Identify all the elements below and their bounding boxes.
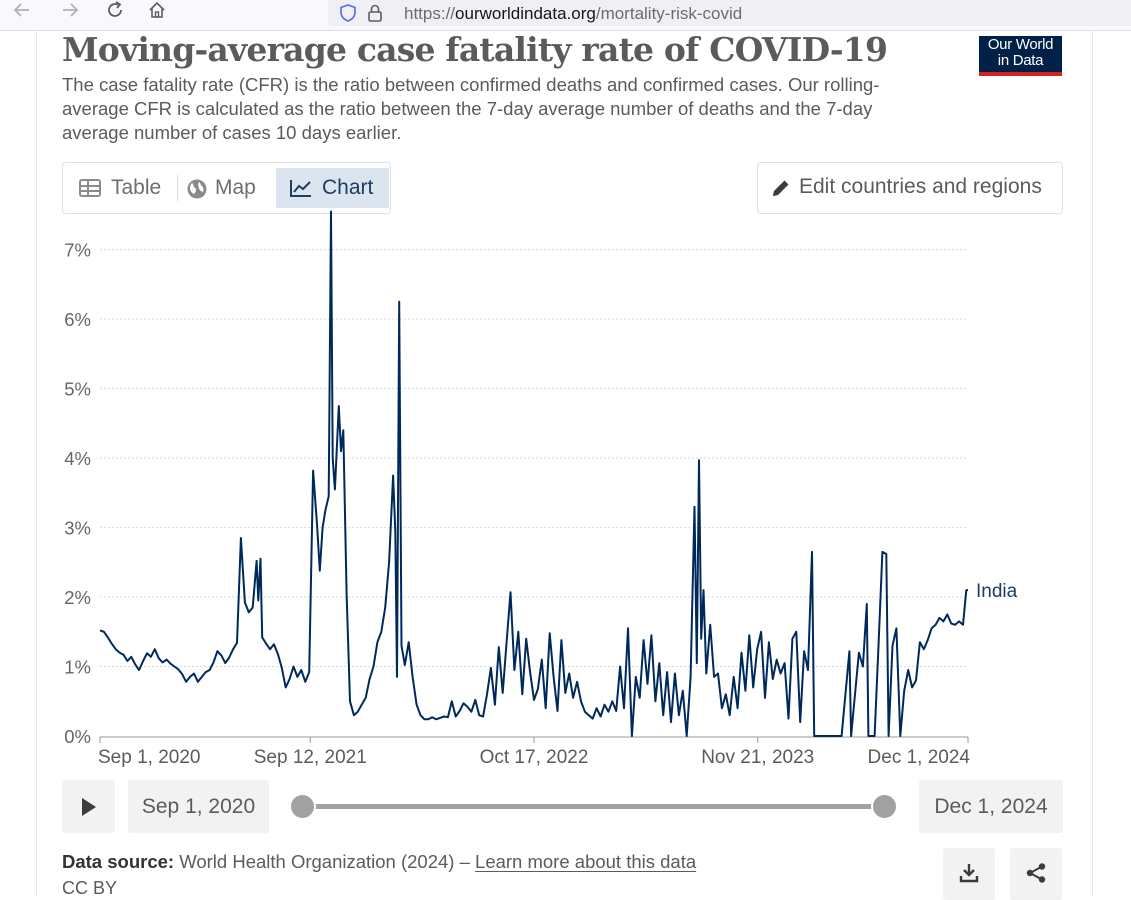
- home-icon[interactable]: [143, 0, 171, 26]
- y-tick-label: 0%: [64, 726, 91, 747]
- share-icon: [1026, 863, 1046, 883]
- table-icon: [79, 179, 101, 197]
- forward-arrow-icon[interactable]: [56, 0, 84, 26]
- view-tabs: Table Map Chart: [62, 162, 391, 214]
- card-border-right: [1092, 30, 1093, 896]
- download-button[interactable]: [943, 848, 995, 900]
- tab-table[interactable]: Table: [71, 168, 179, 208]
- browser-toolbar: https://ourworldindata.org/mortality-ris…: [0, 0, 1131, 31]
- chart-subtitle: The case fatality rate (CFR) is the rati…: [62, 74, 880, 143]
- tab-map[interactable]: Map: [181, 168, 273, 208]
- series-label-india: India: [976, 581, 1018, 602]
- lock-icon[interactable]: [366, 3, 384, 23]
- x-tick-label: Oct 17, 2022: [480, 747, 589, 768]
- tab-map-label: Map: [215, 176, 256, 199]
- download-icon: [959, 864, 979, 883]
- data-source: Data source: World Health Organization (…: [62, 851, 696, 873]
- play-icon: [82, 798, 96, 816]
- card-border-left: [36, 30, 37, 896]
- data-source-text: World Health Organization (2024) –: [174, 851, 476, 872]
- x-tick-label: Dec 1, 2024: [868, 747, 971, 768]
- share-button[interactable]: [1010, 848, 1062, 900]
- y-tick-label: 5%: [64, 379, 91, 400]
- y-tick-label: 7%: [64, 240, 91, 261]
- chart-title: Moving-average case fatality rate of COV…: [62, 30, 888, 69]
- y-axis: 0% 1% 2% 3% 4% 5% 6% 7%: [64, 240, 91, 747]
- tab-chart[interactable]: Chart: [276, 168, 389, 208]
- y-tick-label: 1%: [64, 657, 91, 678]
- edit-countries-button[interactable]: Edit countries and regions: [757, 162, 1063, 214]
- tab-separator: [177, 175, 178, 201]
- timeline-slider-track[interactable]: [302, 804, 885, 809]
- series-line-india[interactable]: [99, 210, 968, 737]
- tab-chart-label: Chart: [322, 176, 374, 199]
- series-layer: India: [99, 210, 1018, 737]
- logo-line-2: in Data: [997, 52, 1044, 69]
- timeline-start-handle[interactable]: [289, 793, 316, 820]
- y-tick-label: 2%: [64, 587, 91, 608]
- owid-logo[interactable]: Our World in Data: [979, 36, 1062, 76]
- y-tick-label: 3%: [64, 518, 91, 539]
- x-tick-label: Sep 12, 2021: [254, 747, 367, 768]
- x-tick-label: Nov 21, 2023: [701, 747, 814, 768]
- back-arrow-icon[interactable]: [8, 0, 36, 26]
- url-text[interactable]: https://ourworldindata.org/mortality-ris…: [404, 4, 743, 23]
- edit-countries-label: Edit countries and regions: [799, 175, 1042, 198]
- timeline-end-date[interactable]: Dec 1, 2024: [919, 780, 1063, 833]
- play-button[interactable]: [62, 780, 115, 833]
- globe-icon: [187, 179, 207, 199]
- logo-line-1: Our World: [987, 36, 1054, 53]
- license: CC BY: [62, 878, 118, 898]
- x-axis: Sep 1, 2020 Sep 12, 2021 Oct 17, 2022 Nov 2…: [98, 736, 971, 768]
- tab-table-label: Table: [111, 176, 162, 199]
- timeline-start-date[interactable]: Sep 1, 2020: [128, 780, 269, 833]
- y-tick-label: 6%: [64, 309, 91, 330]
- timeline-end-handle[interactable]: [871, 793, 898, 820]
- x-tick-label: Sep 1, 2020: [98, 747, 200, 768]
- data-source-label: Data source:: [62, 851, 175, 872]
- pencil-icon: [773, 180, 789, 196]
- learn-more-link[interactable]: Learn more about this data: [475, 851, 697, 872]
- line-chart-icon: [290, 180, 311, 197]
- grid-lines: [100, 249, 968, 668]
- url-bar[interactable]: https://ourworldindata.org/mortality-ris…: [328, 0, 1131, 26]
- shield-icon[interactable]: [338, 3, 358, 23]
- y-tick-label: 4%: [64, 448, 91, 469]
- reload-icon[interactable]: [101, 0, 129, 26]
